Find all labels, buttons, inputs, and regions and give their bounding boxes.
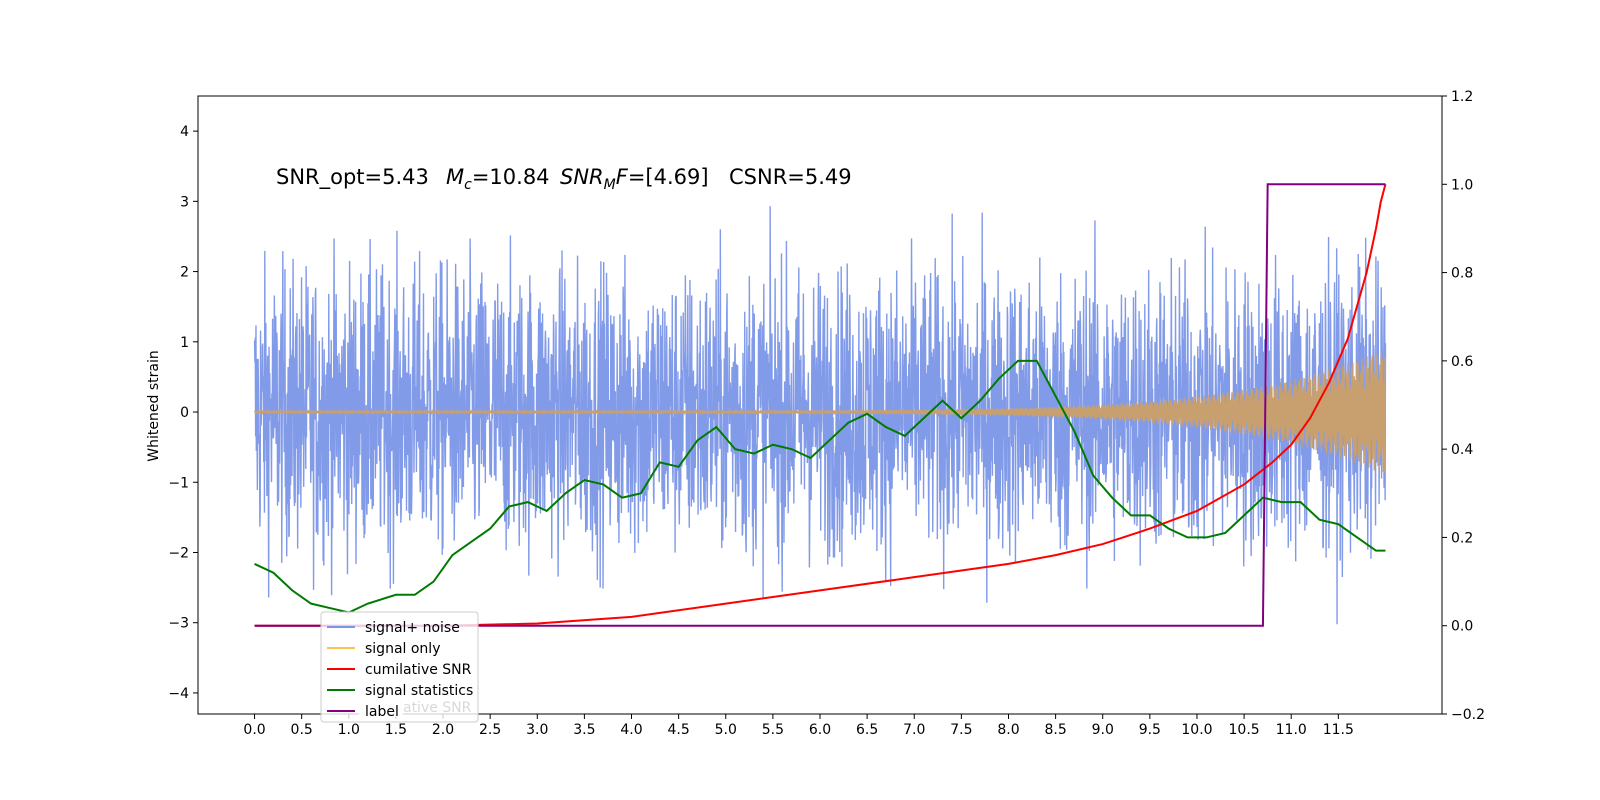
line-series-layer	[254, 183, 1387, 627]
x-tick-label: 10.5	[1229, 722, 1260, 738]
annotation-csnr: CSNR=5.49	[729, 165, 852, 189]
signal-noise-series	[253, 206, 1387, 625]
x-tick-label: 4.5	[668, 722, 690, 738]
x-tick-label: 8.0	[997, 722, 1019, 738]
annotation-mc: Mc=10.84	[446, 165, 550, 193]
signal-only-line	[254, 350, 1387, 472]
legend-label: signal only	[365, 641, 440, 657]
x-tick-label: 7.0	[903, 722, 925, 738]
x-tick-label: 2.5	[479, 722, 501, 738]
x-tick-label: 5.5	[762, 722, 784, 738]
y2-tick-label: 1.0	[1451, 177, 1473, 193]
y-axis-label: Whitened strain	[146, 350, 162, 461]
x-tick-label: 7.5	[950, 722, 972, 738]
y2-tick-label: 0.4	[1451, 442, 1473, 458]
y-tick-label: 0	[180, 405, 189, 421]
legend-label: signal statistics	[365, 683, 473, 699]
x-axis: 0.0 0.5 1.0 1.5 2.0 2.5 3.0 3.5 4.0 4.5 5.0 5.5 6.0 6…	[243, 714, 1354, 738]
x-tick-label: 10.0	[1181, 722, 1212, 738]
x-tick-label: 11.5	[1323, 722, 1354, 738]
y-tick-label: −1	[168, 475, 189, 491]
y2-tick-label: 1.2	[1451, 89, 1473, 105]
signal-only-series	[254, 350, 1387, 472]
x-tick-label: 6.0	[809, 722, 831, 738]
y2-tick-label: 0.0	[1451, 619, 1473, 635]
x-tick-label: 3.0	[526, 722, 548, 738]
y-tick-label: 4	[180, 124, 189, 140]
series-line	[254, 183, 1386, 627]
y2-tick-label: −0.2	[1451, 707, 1485, 723]
y-tick-label: −4	[168, 686, 189, 702]
y2-tick-label: 0.6	[1451, 354, 1473, 370]
legend-label: signal+ noise	[365, 620, 460, 636]
x-tick-label: 2.0	[432, 722, 454, 738]
y-tick-label: −3	[168, 616, 189, 632]
annotation-snr-opt: SNR_opt=5.43	[276, 165, 429, 190]
annotation-snr-mf: SNRMF=[4.69]	[560, 165, 709, 193]
x-tick-label: 5.0	[715, 722, 737, 738]
y-axis-left: −4 −3 −2 −1 0 1 2 3 4	[168, 124, 198, 702]
series-line	[254, 359, 1386, 614]
x-tick-label: 6.5	[856, 722, 878, 738]
x-tick-label: 0.0	[243, 722, 265, 738]
legend-box	[320, 611, 479, 723]
x-tick-label: 4.0	[620, 722, 642, 738]
y-tick-label: 1	[180, 335, 189, 351]
signal-noise-line	[253, 206, 1387, 625]
y2-tick-label: 0.2	[1451, 530, 1473, 546]
y-tick-label: −2	[168, 545, 189, 561]
x-tick-label: 9.5	[1139, 722, 1161, 738]
x-tick-label: 0.5	[291, 722, 313, 738]
x-tick-label: 9.0	[1092, 722, 1114, 738]
x-tick-label: 8.5	[1044, 722, 1066, 738]
x-tick-label: 1.5	[385, 722, 407, 738]
legend-label: cumilative SNR	[365, 662, 472, 678]
x-tick-label: 3.5	[573, 722, 595, 738]
x-tick-label: 1.0	[338, 722, 360, 738]
legend-label: label	[365, 704, 399, 720]
y-tick-label: 2	[180, 265, 189, 281]
legend: cumilative SNR signal+ noise signal only…	[320, 611, 479, 723]
y-axis-right: −0.2 0.0 0.2 0.4 0.6 0.8 1.0 1.2	[1442, 89, 1485, 723]
series-line	[254, 184, 1387, 627]
y2-tick-label: 0.8	[1451, 266, 1473, 282]
x-tick-label: 11.0	[1276, 722, 1307, 738]
y-tick-label: 3	[180, 194, 189, 210]
